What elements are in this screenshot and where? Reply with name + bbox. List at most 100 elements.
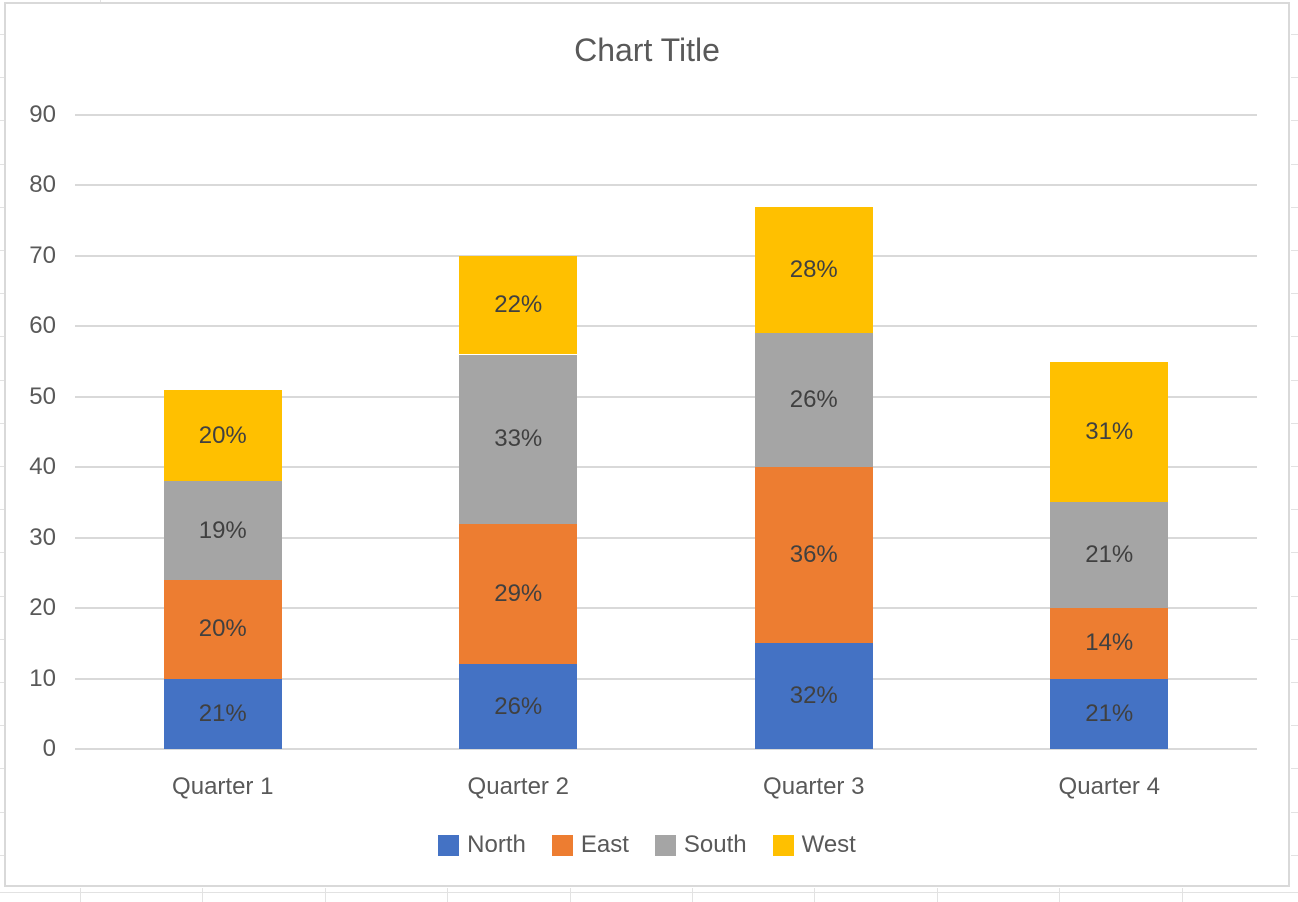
x-axis-label-quarter-3[interactable]: Quarter 3 <box>763 773 865 800</box>
y-tick-label-10[interactable]: 10 <box>29 664 56 692</box>
bar-segment-south-quarter-4[interactable]: 21% <box>1050 502 1169 609</box>
gridline-y-30 <box>75 536 1257 539</box>
worksheet-row-line <box>1291 422 1298 424</box>
x-axis-label-quarter-1[interactable]: Quarter 1 <box>172 773 274 800</box>
gridline-y-10 <box>75 677 1257 680</box>
worksheet-row-line <box>0 682 4 683</box>
gridline-y-20 <box>75 607 1257 610</box>
worksheet-row-line <box>1291 854 1298 856</box>
legend-label: West <box>801 831 856 858</box>
bar-segment-east-quarter-1[interactable]: 20% <box>163 579 282 679</box>
data-label: 20% <box>198 421 247 449</box>
worksheet-row-line <box>1291 509 1298 511</box>
bar-segment-east-quarter-4[interactable]: 14% <box>1050 608 1169 679</box>
worksheet-column-line <box>100 0 101 2</box>
chart-title[interactable]: Chart Title <box>574 32 720 68</box>
worksheet-row-line <box>1291 638 1298 640</box>
y-tick-label-60[interactable]: 60 <box>29 312 56 340</box>
worksheet-row-line <box>0 811 4 813</box>
legend-item-east[interactable]: East <box>551 831 629 859</box>
data-label: 22% <box>494 291 543 319</box>
bar-segment-south-quarter-2[interactable]: 33% <box>459 354 578 524</box>
x-axis-label-quarter-4[interactable]: Quarter 4 <box>1058 773 1160 800</box>
bar-segment-east-quarter-2[interactable]: 29% <box>459 523 578 665</box>
y-tick-label-40[interactable]: 40 <box>29 453 56 481</box>
worksheet-column-line <box>447 888 449 902</box>
worksheet-row-line <box>0 509 4 511</box>
bar-segment-west-quarter-2[interactable]: 22% <box>459 255 578 355</box>
y-tick-label-50[interactable]: 50 <box>29 382 56 410</box>
y-tick-label-90[interactable]: 90 <box>29 101 56 128</box>
data-label: 19% <box>198 516 247 544</box>
worksheet-row-line <box>1291 206 1298 208</box>
bar-segment-west-quarter-4[interactable]: 31% <box>1050 361 1169 503</box>
worksheet-column-line <box>569 888 571 902</box>
gridline-y-70 <box>75 254 1257 257</box>
legend-swatch-west <box>772 834 794 856</box>
worksheet-row-line <box>1291 595 1298 597</box>
bar-segment-west-quarter-1[interactable]: 20% <box>163 389 282 482</box>
bar-segment-north-quarter-4[interactable]: 21% <box>1050 678 1169 749</box>
data-label: 20% <box>198 615 247 643</box>
worksheet-row-line <box>0 595 4 597</box>
bar-segment-north-quarter-1[interactable]: 21% <box>163 678 282 749</box>
legend[interactable]: North East South West <box>6 831 1288 859</box>
worksheet-row-line <box>0 250 4 251</box>
y-tick-label-80[interactable]: 80 <box>29 171 56 199</box>
worksheet-row-line <box>0 34 4 35</box>
bar-segment-south-quarter-3[interactable]: 26% <box>754 333 873 468</box>
y-tick-label-30[interactable]: 30 <box>29 523 56 551</box>
worksheet-row-line <box>1291 163 1298 165</box>
data-label: 14% <box>1085 629 1134 657</box>
worksheet-row-line <box>0 336 4 338</box>
chart-object[interactable]: Chart Title 0 10 20 30 40 50 60 70 80 90 21% 20% 19… <box>4 2 1290 887</box>
worksheet-row-line <box>0 466 4 467</box>
bar-segment-east-quarter-3[interactable]: 36% <box>754 467 873 644</box>
legend-swatch-south <box>654 834 676 856</box>
gridline-y-80 <box>75 184 1257 187</box>
bar-segment-north-quarter-2[interactable]: 26% <box>459 664 578 749</box>
data-label: 26% <box>789 386 838 414</box>
legend-label: North <box>467 831 526 858</box>
legend-item-north[interactable]: North <box>438 831 526 859</box>
legend-item-west[interactable]: West <box>772 831 856 859</box>
worksheet-column-line <box>814 888 816 902</box>
data-label: 21% <box>198 699 247 727</box>
worksheet-row-line <box>1291 379 1298 381</box>
worksheet-row-line <box>0 725 4 727</box>
worksheet-row-line <box>0 552 4 554</box>
data-label: 36% <box>789 541 838 569</box>
worksheet-row-line <box>1291 34 1298 35</box>
y-tick-label-0[interactable]: 0 <box>42 735 56 762</box>
gridline-y-40 <box>75 466 1257 469</box>
data-label: 26% <box>494 692 543 720</box>
legend-item-south[interactable]: South <box>654 831 747 859</box>
gridline-y-90 <box>75 114 1257 116</box>
y-tick-label-70[interactable]: 70 <box>29 241 56 269</box>
worksheet-column-line <box>692 888 693 902</box>
data-label: 21% <box>1085 541 1134 569</box>
worksheet-row-line <box>1291 250 1298 251</box>
data-label: 31% <box>1085 417 1134 445</box>
worksheet-row-line <box>1291 336 1298 338</box>
worksheet-column-line <box>1181 888 1183 902</box>
data-label: 33% <box>494 425 543 453</box>
y-tick-label-20[interactable]: 20 <box>29 594 56 622</box>
gridline-y-50 <box>75 395 1257 398</box>
worksheet-row-line <box>1291 725 1298 727</box>
worksheet-row-line <box>0 293 4 295</box>
worksheet-row-line <box>0 638 4 640</box>
worksheet-row-line <box>1291 293 1298 295</box>
worksheet-row-line <box>0 892 1298 893</box>
bar-segment-south-quarter-1[interactable]: 19% <box>163 481 282 580</box>
bar-segment-west-quarter-3[interactable]: 28% <box>754 206 873 334</box>
worksheet-column-line <box>80 888 81 902</box>
worksheet-row-line <box>1291 768 1298 770</box>
bar-segment-north-quarter-3[interactable]: 32% <box>754 643 873 749</box>
worksheet-row-line <box>0 768 4 770</box>
data-label: 21% <box>1085 699 1134 727</box>
worksheet-row-line <box>0 206 4 208</box>
worksheet-row-line <box>1291 466 1298 467</box>
worksheet-row-line <box>0 163 4 165</box>
x-axis-label-quarter-2[interactable]: Quarter 2 <box>467 773 569 800</box>
